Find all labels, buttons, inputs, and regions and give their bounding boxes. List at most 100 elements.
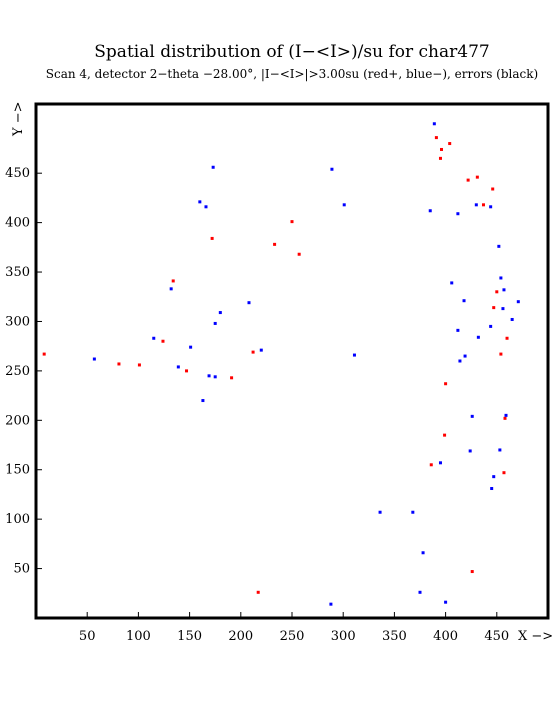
- positive-point: [117, 362, 121, 366]
- negative-point: [421, 551, 425, 555]
- negative-point: [432, 122, 436, 126]
- negative-point: [492, 475, 496, 479]
- negative-point: [468, 449, 472, 453]
- negative-point: [456, 328, 460, 332]
- negative-point: [213, 375, 217, 379]
- negative-point: [499, 276, 503, 280]
- x-axis-label: X −>: [518, 629, 553, 644]
- positive-point: [503, 416, 507, 420]
- positive-point: [297, 252, 301, 256]
- positive-point: [42, 352, 46, 356]
- negative-point: [198, 200, 202, 204]
- positive-point: [256, 590, 260, 594]
- x-tick-label: 50: [79, 629, 96, 644]
- x-tick-label: 200: [228, 629, 253, 644]
- negative-point: [498, 448, 502, 452]
- chart-subtitle: Scan 4, detector 2−theta −28.00°, |I−<I>…: [46, 67, 538, 81]
- negative-point: [176, 365, 180, 369]
- negative-point: [342, 203, 346, 207]
- positive-point: [491, 187, 495, 191]
- x-tick-label: 300: [331, 629, 356, 644]
- positive-point: [481, 203, 485, 207]
- positive-point: [251, 350, 255, 354]
- positive-point: [448, 142, 452, 146]
- negative-point: [201, 399, 205, 403]
- y-tick-label: 300: [5, 314, 30, 329]
- negative-point: [490, 487, 494, 491]
- negative-point: [411, 510, 415, 514]
- x-tick-label: 400: [433, 629, 458, 644]
- negative-point: [474, 203, 478, 207]
- negative-point: [463, 354, 467, 358]
- negative-point: [458, 359, 462, 363]
- positive-point: [444, 382, 448, 386]
- negative-point: [330, 167, 334, 171]
- positive-point: [440, 147, 444, 151]
- positive-point: [434, 136, 438, 140]
- positive-point: [171, 279, 175, 283]
- plot-frame: [34, 102, 550, 620]
- positive-point: [470, 570, 474, 574]
- y-tick-label: 100: [5, 512, 30, 527]
- x-tick-label: 100: [126, 629, 151, 644]
- negative-point: [418, 590, 422, 594]
- positive-point: [466, 178, 470, 182]
- negative-point: [211, 165, 215, 169]
- negative-point: [169, 287, 173, 291]
- axis-ticks: 50 100 150 200 250 300 350 400 450 50 100 150 200 250…: [5, 166, 509, 644]
- y-tick-label: 250: [5, 364, 30, 379]
- negative-point: [438, 461, 442, 465]
- negative-point: [259, 348, 263, 352]
- positive-point: [502, 471, 506, 475]
- positive-point: [210, 236, 214, 240]
- negative-point: [510, 317, 514, 321]
- positive-point: [290, 220, 294, 224]
- positive-point: [438, 156, 442, 160]
- negative-point: [352, 353, 356, 357]
- negative-point: [378, 510, 382, 514]
- y-tick-label: 150: [5, 463, 30, 478]
- y-tick-label: 350: [5, 265, 30, 280]
- negative-point: [456, 212, 460, 216]
- y-tick-label: 400: [5, 216, 30, 231]
- positive-point: [499, 352, 503, 356]
- x-tick-label: 150: [177, 629, 202, 644]
- y-axis-label: Y −>: [11, 102, 26, 138]
- negative-point: [213, 321, 217, 325]
- positive-point: [475, 175, 479, 179]
- positive-point: [161, 339, 165, 343]
- positive-point: [429, 463, 433, 467]
- positive-point: [443, 433, 447, 437]
- positive-point: [230, 376, 234, 380]
- negative-point: [207, 374, 211, 378]
- chart-title: Spatial distribution of (I−<I>)/su for c…: [94, 42, 489, 62]
- negative-point: [218, 311, 222, 315]
- negative-point: [428, 209, 432, 213]
- negative-point: [497, 244, 501, 248]
- negative-point: [470, 414, 474, 418]
- positive-point: [495, 290, 499, 294]
- y-tick-label: 50: [13, 562, 30, 577]
- x-tick-label: 350: [382, 629, 407, 644]
- negative-point: [204, 205, 208, 209]
- negative-point: [502, 288, 506, 292]
- data-points: [42, 122, 520, 606]
- negative-point: [152, 336, 156, 340]
- negative-point: [462, 299, 466, 303]
- positive-point: [137, 363, 141, 367]
- negative-point: [489, 205, 493, 209]
- positive-point: [505, 336, 509, 340]
- y-tick-label: 200: [5, 413, 30, 428]
- x-tick-label: 450: [484, 629, 509, 644]
- y-tick-label: 450: [5, 166, 30, 181]
- positive-point: [273, 242, 277, 246]
- negative-point: [329, 602, 333, 606]
- negative-point: [247, 301, 251, 305]
- negative-point: [501, 307, 505, 311]
- positive-point: [492, 306, 496, 310]
- negative-point: [189, 345, 193, 349]
- negative-point: [92, 357, 96, 361]
- negative-point: [476, 335, 480, 339]
- x-tick-label: 250: [280, 629, 305, 644]
